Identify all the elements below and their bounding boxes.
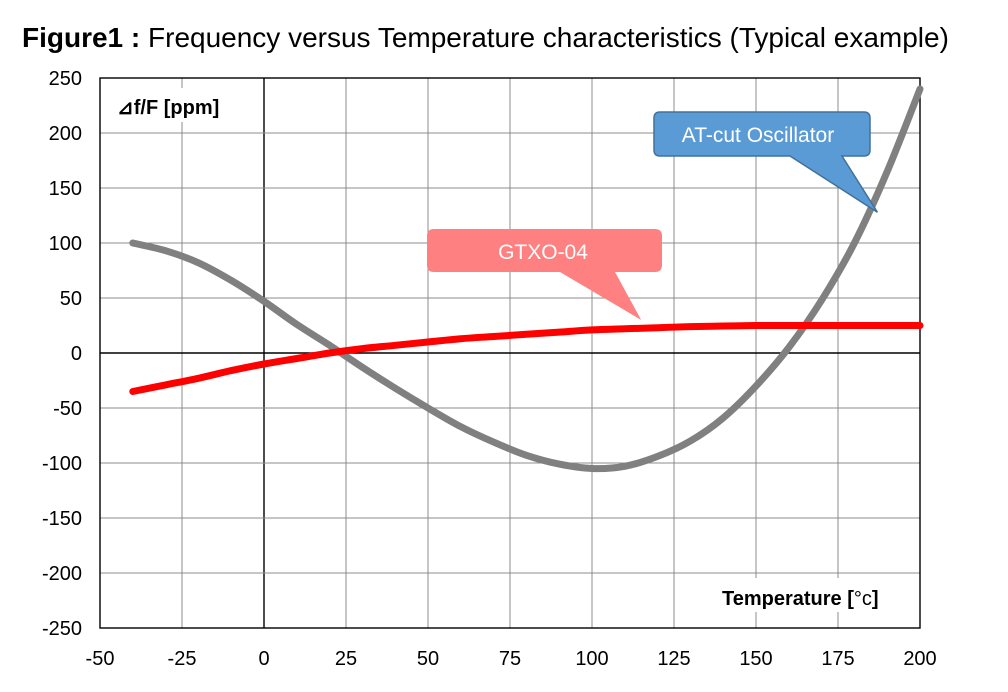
x-tick-label: 0 bbox=[258, 648, 269, 670]
figure-label: Figure1 : bbox=[22, 22, 141, 53]
figure-title-text: Frequency versus Temperature characteris… bbox=[148, 22, 949, 53]
x-tick-label: 125 bbox=[657, 648, 690, 670]
x-tick-label: -25 bbox=[168, 648, 197, 670]
at-cut-oscillator-series-line bbox=[129, 85, 924, 473]
callouts: GTXO-04 AT-cut Oscillator bbox=[427, 111, 878, 320]
y-label-background bbox=[110, 88, 260, 122]
y-tick-label: 150 bbox=[49, 178, 82, 200]
series-lines bbox=[129, 85, 924, 473]
x-axis-label: Temperature [°c] bbox=[722, 588, 879, 610]
y-tick-label: 250 bbox=[49, 68, 82, 90]
y-tick-label: 200 bbox=[49, 123, 82, 145]
x-tick-label: 75 bbox=[499, 648, 521, 670]
gtxo-callout-label: GTXO-04 bbox=[498, 241, 588, 264]
y-tick-label: -100 bbox=[42, 453, 82, 475]
chart-title: Figure1 : Frequency versus Temperature c… bbox=[22, 22, 949, 54]
x-tick-label: 50 bbox=[417, 648, 439, 670]
x-label-background bbox=[715, 578, 895, 612]
at-cut-callout-label: AT-cut Oscillator bbox=[682, 124, 834, 147]
y-tick-label: 0 bbox=[71, 343, 82, 365]
y-tick-label: -50 bbox=[53, 398, 82, 420]
at-cut-callout-box bbox=[653, 111, 878, 213]
x-tick-label: 150 bbox=[739, 648, 772, 670]
x-tick-label: -50 bbox=[86, 648, 115, 670]
y-tick-labels: 250 200 150 100 50 0 -50 -100 -150 -200 -250 bbox=[42, 68, 82, 640]
y-tick-label: -250 bbox=[42, 618, 82, 640]
x-tick-label: 100 bbox=[575, 648, 608, 670]
gtxo-04-series-line bbox=[129, 321, 924, 395]
x-tick-label: 200 bbox=[903, 648, 936, 670]
gtxo-callout-box bbox=[427, 229, 662, 320]
x-tick-label: 175 bbox=[821, 648, 854, 670]
y-tick-label: 100 bbox=[49, 233, 82, 255]
plot-border bbox=[99, 77, 921, 629]
y-tick-label: 50 bbox=[60, 288, 82, 310]
x-tick-labels: -50 -25 0 25 50 75 100 125 150 175 200 bbox=[86, 648, 937, 670]
x-tick-label: 25 bbox=[335, 648, 357, 670]
y-axis-label: ⊿f/F [ppm] bbox=[117, 97, 219, 119]
y-tick-label: -150 bbox=[42, 508, 82, 530]
y-tick-label: -200 bbox=[42, 563, 82, 585]
